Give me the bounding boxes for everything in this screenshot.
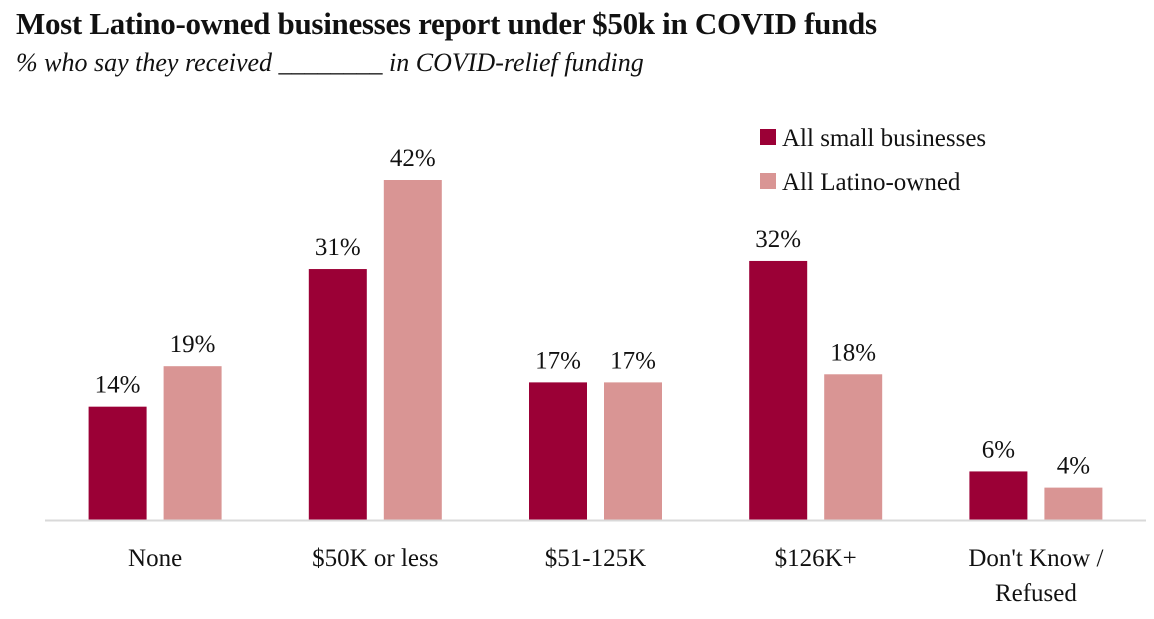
- bar-all-small-businesses: [529, 382, 587, 520]
- data-label: 31%: [315, 234, 361, 261]
- x-tick-label: Refused: [995, 580, 1077, 607]
- legend-swatch: [760, 129, 776, 145]
- chart-title: Most Latino-owned businesses report unde…: [16, 6, 877, 41]
- bar-all-small-businesses: [308, 269, 367, 520]
- bar-all-small-businesses: [88, 406, 147, 520]
- data-label: 32%: [755, 226, 801, 253]
- bar-all-latino-owned: [1044, 487, 1103, 520]
- bar-all-latino-owned: [824, 374, 883, 520]
- x-tick-label: $50K or less: [312, 545, 438, 572]
- chart-subtitle: % who say they received ________ in COVI…: [16, 48, 644, 77]
- data-label: 14%: [95, 372, 141, 399]
- data-label: 18%: [830, 339, 876, 366]
- data-label: 17%: [535, 347, 581, 374]
- x-tick-label: $126K+: [775, 545, 857, 572]
- data-label: 42%: [390, 145, 436, 172]
- bar-all-latino-owned: [383, 180, 442, 520]
- data-label: 17%: [610, 347, 656, 374]
- legend-swatch: [760, 173, 776, 189]
- x-tick-label: Don't Know /: [968, 545, 1103, 572]
- bar-all-small-businesses: [969, 471, 1028, 520]
- x-tick-label: $51-125K: [545, 545, 646, 572]
- x-tick-label: None: [128, 545, 182, 572]
- data-label: 19%: [170, 331, 216, 358]
- bar-all-latino-owned: [604, 382, 662, 520]
- bar-all-small-businesses: [749, 260, 808, 520]
- bar-all-latino-owned: [163, 366, 222, 520]
- legend-label: All Latino-owned: [782, 169, 961, 196]
- data-label: 6%: [982, 436, 1015, 463]
- data-label: 4%: [1057, 453, 1090, 480]
- legend-label: All small businesses: [782, 125, 986, 152]
